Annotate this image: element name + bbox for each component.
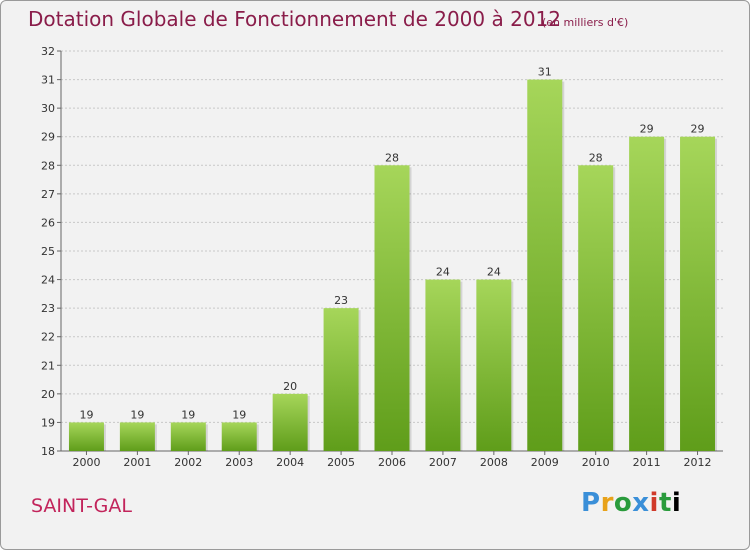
y-tick-label: 32 xyxy=(41,45,55,58)
y-tick-label: 26 xyxy=(41,216,55,229)
y-tick-label: 20 xyxy=(41,388,55,401)
y-tick-label: 21 xyxy=(41,359,55,372)
bar xyxy=(119,422,155,451)
x-tick-label: 2006 xyxy=(378,456,406,469)
bar xyxy=(527,79,563,452)
bar xyxy=(272,393,308,451)
x-tick-label: 2003 xyxy=(225,456,253,469)
x-tick-label: 2008 xyxy=(480,456,508,469)
x-tick-label: 2010 xyxy=(582,456,610,469)
x-tick-label: 2001 xyxy=(123,456,151,469)
data-label: 29 xyxy=(640,123,654,136)
data-label: 24 xyxy=(436,266,450,279)
data-label: 28 xyxy=(589,151,603,164)
y-tick-label: 25 xyxy=(41,245,55,258)
chart-title: Dotation Globale de Fonctionnement de 20… xyxy=(28,7,561,31)
data-label: 31 xyxy=(538,66,552,79)
bar xyxy=(629,136,665,451)
data-label: 19 xyxy=(130,408,144,421)
bar xyxy=(221,422,257,451)
data-label: 23 xyxy=(334,294,348,307)
y-tick-label: 24 xyxy=(41,274,55,287)
bar xyxy=(170,422,206,451)
y-tick-label: 18 xyxy=(41,445,55,458)
bar xyxy=(68,422,104,451)
bars xyxy=(68,79,718,452)
data-label: 29 xyxy=(691,123,705,136)
y-tick-label: 19 xyxy=(41,416,55,429)
x-tick-label: 2000 xyxy=(72,456,100,469)
bar xyxy=(680,136,716,451)
data-label: 19 xyxy=(181,408,195,421)
data-label: 19 xyxy=(79,408,93,421)
y-tick-label: 30 xyxy=(41,102,55,115)
bar xyxy=(374,165,410,452)
commune-name: SAINT-GAL xyxy=(31,495,132,517)
x-tick-label: 2009 xyxy=(531,456,559,469)
bar xyxy=(323,308,359,451)
labels: 19 2000 19 2001 19 2002 19 2003 20 2004 23 2005 28 20… xyxy=(72,66,711,469)
x-tick-label: 2002 xyxy=(174,456,202,469)
data-label: 19 xyxy=(232,408,246,421)
x-tick-label: 2005 xyxy=(327,456,355,469)
x-tick-label: 2007 xyxy=(429,456,457,469)
proxiti-logo: Proxiti xyxy=(581,488,682,518)
y-tick-label: 23 xyxy=(41,302,55,315)
bar xyxy=(578,165,614,452)
y-tick-label: 27 xyxy=(41,188,55,201)
y-tick-label: 31 xyxy=(41,74,55,87)
data-label: 24 xyxy=(487,266,501,279)
data-label: 28 xyxy=(385,151,399,164)
x-tick-label: 2012 xyxy=(684,456,712,469)
data-label: 20 xyxy=(283,380,297,393)
y-tick-label: 22 xyxy=(41,331,55,344)
bar xyxy=(476,279,512,451)
x-tick-label: 2011 xyxy=(633,456,661,469)
chart-subtitle: (en milliers d'€) xyxy=(542,16,629,29)
y-tick-label: 28 xyxy=(41,159,55,172)
y-tick-label: 29 xyxy=(41,131,55,144)
bar xyxy=(425,279,461,451)
x-tick-label: 2004 xyxy=(276,456,304,469)
